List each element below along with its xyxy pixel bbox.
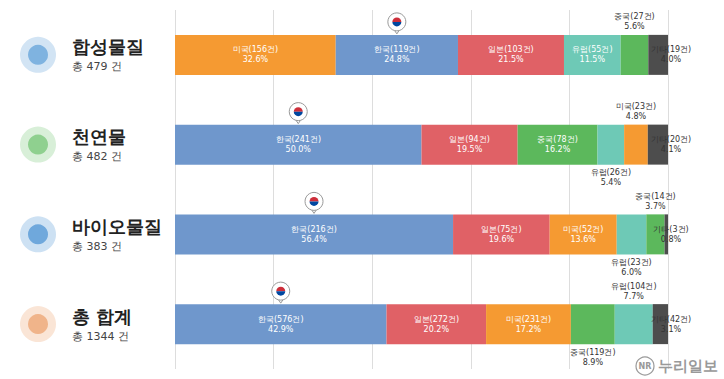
svg-text:한국(576건): 한국(576건): [258, 315, 304, 324]
svg-text:총 1344 건: 총 1344 건: [72, 330, 129, 343]
svg-text:합성물질: 합성물질: [72, 36, 144, 57]
svg-text:일본(94건): 일본(94건): [449, 135, 489, 144]
svg-text:8.9%: 8.9%: [583, 358, 604, 367]
svg-text:미국(231건): 미국(231건): [506, 315, 552, 324]
svg-text:11.5%: 11.5%: [580, 55, 606, 64]
svg-text:누리일보: 누리일보: [658, 357, 718, 375]
svg-text:천연물: 천연물: [72, 126, 126, 147]
svg-text:13.6%: 13.6%: [570, 235, 596, 244]
svg-text:19.5%: 19.5%: [457, 145, 483, 154]
svg-text:유럽(104건): 유럽(104건): [611, 282, 657, 291]
svg-text:4.8%: 4.8%: [626, 112, 647, 121]
svg-text:총 383 건: 총 383 건: [72, 240, 122, 253]
svg-text:7.7%: 7.7%: [624, 292, 645, 301]
svg-text:3.7%: 3.7%: [645, 202, 666, 211]
svg-text:미국(23건): 미국(23건): [616, 102, 656, 111]
svg-text:한국(216건): 한국(216건): [291, 225, 337, 234]
svg-text:미국(52건): 미국(52건): [563, 225, 603, 234]
svg-text:일본(75건): 일본(75건): [481, 225, 521, 234]
svg-text:56.4%: 56.4%: [301, 235, 327, 244]
svg-text:기타(20건): 기타(20건): [651, 135, 691, 144]
svg-text:기타(42건): 기타(42건): [651, 315, 691, 324]
svg-text:20.2%: 20.2%: [424, 325, 450, 334]
svg-text:24.8%: 24.8%: [384, 55, 410, 64]
svg-text:5.6%: 5.6%: [624, 22, 645, 31]
svg-text:기타(19건): 기타(19건): [651, 45, 691, 54]
svg-text:0.8%: 0.8%: [661, 235, 682, 244]
svg-text:유럽(26건): 유럽(26건): [591, 168, 631, 177]
svg-text:NR: NR: [639, 362, 652, 371]
svg-text:한국(119건): 한국(119건): [374, 45, 420, 54]
svg-text:총 482 건: 총 482 건: [72, 150, 122, 163]
svg-text:32.6%: 32.6%: [243, 55, 269, 64]
svg-text:유럽(23건): 유럽(23건): [611, 258, 651, 267]
svg-text:19.6%: 19.6%: [489, 235, 515, 244]
svg-text:3.1%: 3.1%: [661, 325, 682, 334]
svg-text:바이오물질: 바이오물질: [72, 216, 162, 237]
svg-text:50.0%: 50.0%: [286, 145, 312, 154]
svg-text:4.1%: 4.1%: [661, 145, 682, 154]
svg-text:42.9%: 42.9%: [268, 325, 294, 334]
svg-text:유럽(55건): 유럽(55건): [572, 45, 612, 54]
svg-text:16.2%: 16.2%: [545, 145, 571, 154]
svg-text:총 479 건: 총 479 건: [72, 60, 122, 73]
svg-text:중국(78건): 중국(78건): [537, 135, 577, 144]
svg-text:17.2%: 17.2%: [516, 325, 542, 334]
svg-text:5.4%: 5.4%: [601, 178, 622, 187]
svg-text:일본(103건): 일본(103건): [488, 45, 534, 54]
svg-text:미국(156건): 미국(156건): [233, 45, 279, 54]
svg-text:21.5%: 21.5%: [498, 55, 524, 64]
svg-text:총 합계: 총 합계: [72, 306, 132, 327]
svg-text:일본(272건): 일본(272건): [414, 315, 460, 324]
svg-text:중국(119건): 중국(119건): [570, 348, 616, 357]
svg-text:중국(27건): 중국(27건): [614, 12, 654, 21]
svg-text:중국(14건): 중국(14건): [635, 192, 675, 201]
svg-text:4.0%: 4.0%: [661, 55, 682, 64]
svg-text:6.0%: 6.0%: [621, 268, 642, 277]
svg-text:한국(241건): 한국(241건): [275, 135, 321, 144]
svg-text:기타(3건): 기타(3건): [653, 225, 688, 234]
